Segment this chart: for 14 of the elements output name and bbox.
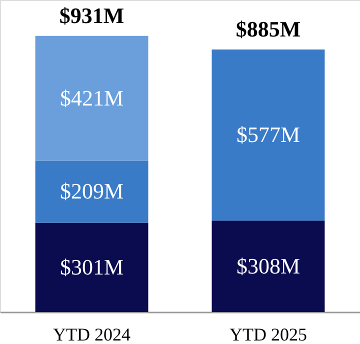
data-label: $577M: [236, 122, 300, 148]
data-label: $421M: [60, 85, 124, 110]
x-tick-label: YTD 2024: [53, 324, 131, 344]
data-label: $301M: [60, 254, 124, 280]
bar: [212, 220, 325, 312]
data-label: $209M: [60, 178, 124, 204]
data-label: $308M: [236, 253, 300, 278]
total-label: $931M: [59, 2, 124, 28]
bar: [35, 160, 148, 223]
x-tick-label: YTD 2025: [229, 324, 307, 344]
bar: [212, 50, 325, 221]
total-label: $885M: [236, 16, 301, 42]
bar: [35, 36, 148, 161]
bar: [35, 222, 148, 312]
